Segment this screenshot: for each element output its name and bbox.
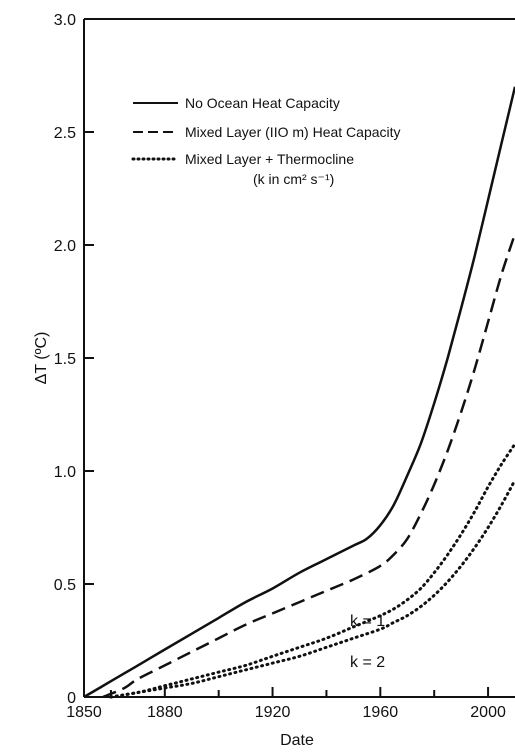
annotation-k1: k = 1 <box>350 613 385 630</box>
legend-label-1: No Ocean Heat Capacity <box>185 95 340 111</box>
annotation-k2: k = 2 <box>350 654 385 671</box>
y-tick-label: 1.0 <box>54 464 76 481</box>
y-tick-label: 0.5 <box>54 577 76 594</box>
series-line-2 <box>102 233 515 699</box>
x-axis-title: Date <box>280 732 314 749</box>
plot-frame <box>83 18 515 698</box>
y-tick-label: 2.0 <box>54 238 76 255</box>
y-tick-label: 0 <box>67 690 76 707</box>
y-axis-title: ΔT (ºC) <box>33 332 50 385</box>
y-tick-label: 3.0 <box>54 12 76 29</box>
x-tick-label: 1880 <box>147 704 183 721</box>
y-tick-label: 2.5 <box>54 125 76 142</box>
y-tick-label: 1.5 <box>54 351 76 368</box>
y-axis-ticks: 0 0.5 1.0 1.5 2.0 2.5 3.0 <box>54 12 94 707</box>
x-tick-label: 1850 <box>66 704 102 721</box>
x-tick-label: 2000 <box>470 704 506 721</box>
series-line-3 <box>109 442 515 699</box>
legend-label-3: Mixed Layer + Thermocline <box>185 151 354 167</box>
x-tick-label: 1920 <box>255 704 291 721</box>
series-layer <box>83 86 515 699</box>
legend: No Ocean Heat Capacity Mixed Layer (IIO … <box>131 95 401 187</box>
legend-sublabel-3: (k in cm² s⁻¹) <box>253 171 334 187</box>
legend-label-2: Mixed Layer (IIO m) Heat Capacity <box>185 124 401 140</box>
series-line-4 <box>109 478 515 699</box>
x-axis-ticks: 1850 1880 1920 1960 2000 <box>66 687 506 721</box>
x-tick-label: 1960 <box>363 704 399 721</box>
series-line-1 <box>83 86 515 699</box>
